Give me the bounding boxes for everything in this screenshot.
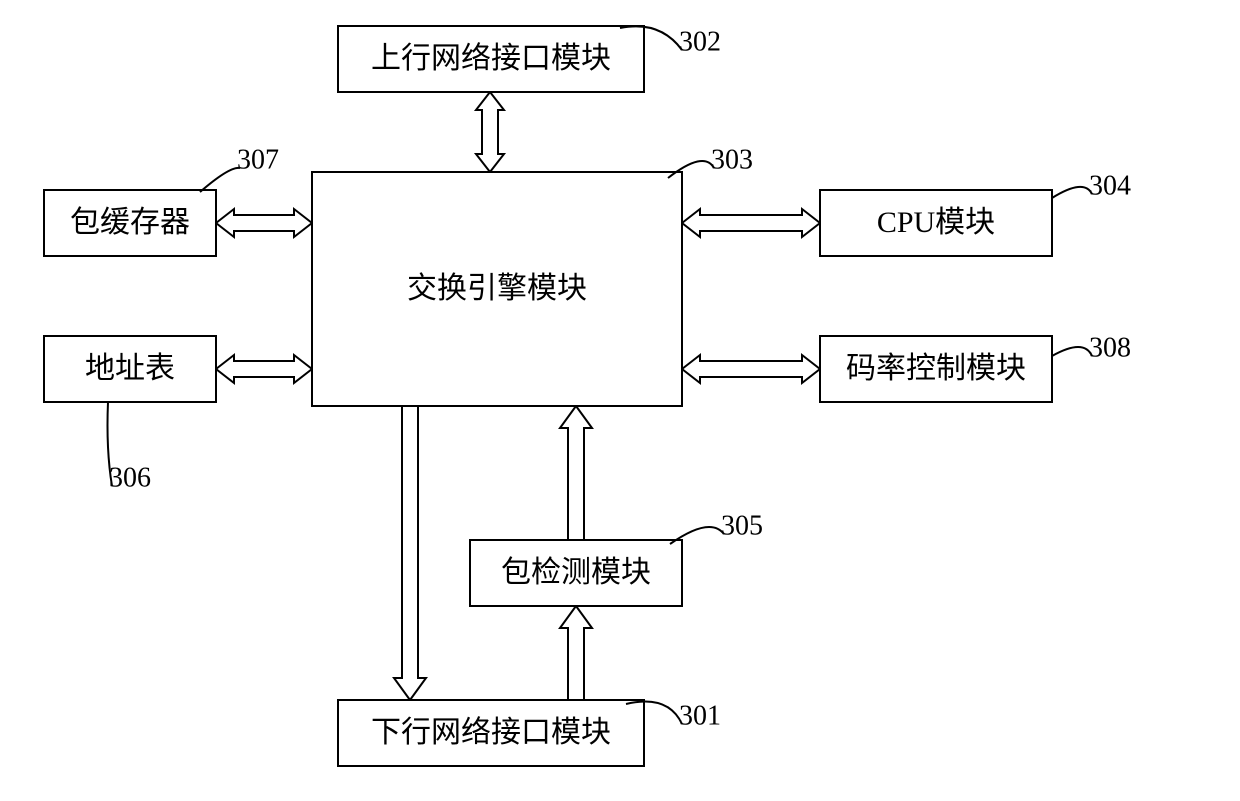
node-n306-label: 地址表 — [85, 352, 175, 385]
node-n308: 码率控制模块 — [820, 336, 1052, 402]
node-n303: 交换引擎模块 — [312, 172, 682, 406]
double-arrow-n303-n304 — [682, 209, 820, 237]
single-arrow-n305-n303 — [560, 406, 592, 540]
node-n302: 上行网络接口模块 — [338, 26, 644, 92]
node-n302-label: 上行网络接口模块 — [371, 42, 611, 75]
diagram-canvas: 上行网络接口模块交换引擎模块 包缓存器 CPU模块地址表 码率控制模块包检测模块下行网… — [0, 0, 1240, 801]
node-n301: 下行网络接口模块 — [338, 700, 644, 766]
leader-n303-number: 303 — [711, 144, 753, 175]
leader-n307 — [200, 168, 240, 192]
node-n304-label: CPU模块 — [877, 206, 995, 239]
node-n301-label: 下行网络接口模块 — [371, 716, 611, 749]
node-n307-label: 包缓存器 — [70, 206, 190, 239]
leader-n307-number: 307 — [237, 144, 279, 175]
node-n307: 包缓存器 — [44, 190, 216, 256]
node-n305-label: 包检测模块 — [501, 556, 651, 589]
single-arrow-n301-n305 — [560, 606, 592, 700]
leader-n306-number: 306 — [109, 462, 151, 493]
node-n304: CPU模块 — [820, 190, 1052, 256]
node-n308-label: 码率控制模块 — [846, 352, 1026, 385]
leader-n304 — [1052, 187, 1092, 198]
leader-n305-number: 305 — [721, 510, 763, 541]
leader-n301-number: 301 — [679, 700, 721, 731]
double-arrow-n302-n303 — [476, 92, 504, 172]
single-arrow-n303-n301 — [394, 406, 426, 700]
node-n303-label: 交换引擎模块 — [407, 272, 587, 305]
node-n305: 包检测模块 — [470, 540, 682, 606]
double-arrow-n303-n308 — [682, 355, 820, 383]
leader-n302-number: 302 — [679, 26, 721, 57]
double-arrow-n307-n303 — [216, 209, 312, 237]
double-arrow-n306-n303 — [216, 355, 312, 383]
leader-n304-number: 304 — [1089, 170, 1131, 201]
node-n306: 地址表 — [44, 336, 216, 402]
leader-n308 — [1052, 347, 1092, 356]
leader-n308-number: 308 — [1089, 332, 1131, 363]
